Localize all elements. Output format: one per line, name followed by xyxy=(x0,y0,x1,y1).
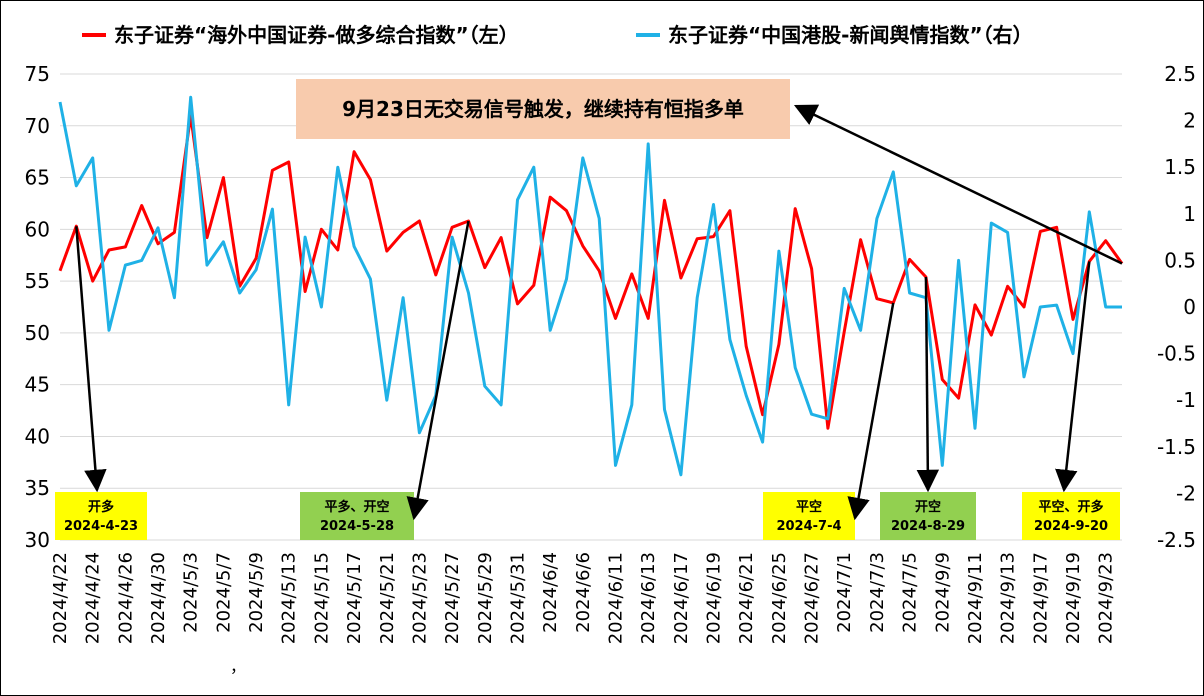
x-axis-tick-label: 2024/5/3 xyxy=(181,552,202,633)
left-axis-tick-label: 50 xyxy=(25,321,50,345)
right-axis-tick-label: 0.5 xyxy=(1164,248,1196,272)
x-axis-tick-label: 2024/9/17 xyxy=(1030,552,1051,644)
x-axis-tick-label: 2024/5/15 xyxy=(311,552,332,644)
right-axis-tick-label: 1.5 xyxy=(1164,155,1196,179)
signal-date: 2024-7-4 xyxy=(776,519,841,534)
right-axis-ticks: -2.5 -2 -1.5 -1 -0.5 0 0.5 1 1.5 2 2.5 xyxy=(1157,62,1196,552)
x-axis-tick-label: 2024/7/3 xyxy=(867,552,888,633)
x-axis-tick-label: 2024/6/11 xyxy=(606,552,627,644)
x-axis-tick-label: 2024/5/27 xyxy=(442,552,463,644)
signal-arrow xyxy=(75,226,107,493)
x-axis-tick-label: 2024/9/23 xyxy=(1096,552,1117,644)
left-axis-tick-label: 45 xyxy=(25,373,50,397)
callout-box xyxy=(296,79,790,139)
x-axis-tick-label: 2024/5/23 xyxy=(409,552,430,644)
signal-action: 平空、开多 xyxy=(1038,499,1103,515)
right-axis-tick-label: 0 xyxy=(1183,295,1196,319)
x-axis-tick-label: 2024/7/5 xyxy=(900,552,921,633)
x-axis-tick-label: 2024/5/31 xyxy=(507,552,528,644)
signal-date: 2024-9-20 xyxy=(1034,519,1108,534)
series-lines xyxy=(58,95,1124,477)
annotations: 9月23日无交易信号触发，继续持有恒指多单 xyxy=(296,79,790,139)
x-axis-tick-label: 2024/9/11 xyxy=(965,552,986,644)
signal-date: 2024-5-28 xyxy=(320,519,394,534)
legend-label-blue: 东子证券“中国港股-新闻舆情指数”（右） xyxy=(668,23,1033,47)
x-axis-tick-label: 2024/6/19 xyxy=(704,552,725,644)
x-axis-tick-label: 2024/4/24 xyxy=(83,552,104,644)
callout-text: 9月23日无交易信号触发，继续持有恒指多单 xyxy=(342,97,744,121)
left-axis-tick-label: 65 xyxy=(25,166,50,190)
x-axis-tick-label: 2024/9/13 xyxy=(998,552,1019,644)
right-axis-tick-label: 2 xyxy=(1183,109,1196,133)
x-axis-tick-label: 2024/5/7 xyxy=(213,552,234,633)
signal-arrows xyxy=(75,104,1123,521)
stray-mark: ， xyxy=(230,657,246,676)
signal-box xyxy=(1022,492,1120,540)
signal-box xyxy=(763,492,855,540)
right-axis-tick-label: -2 xyxy=(1176,481,1196,505)
legend-label-red: 东子证券“海外中国证券-做多综合指数”（左） xyxy=(114,23,519,47)
right-axis-tick-label: 2.5 xyxy=(1164,62,1196,86)
signal-box xyxy=(300,492,414,540)
x-axis-tick-label: 2024/6/17 xyxy=(671,552,692,644)
signal-box xyxy=(55,492,147,540)
left-axis-tick-label: 70 xyxy=(25,114,50,138)
x-axis-tick-label: 2024/9/9 xyxy=(932,552,953,633)
x-axis-tick-label: 2024/4/30 xyxy=(148,552,169,644)
right-axis-tick-label: -1 xyxy=(1176,388,1196,412)
x-axis-tick-label: 2024/7/1 xyxy=(834,552,855,633)
signal-date: 2024-8-29 xyxy=(891,519,965,534)
signal-arrow xyxy=(406,220,470,521)
x-axis-tick-label: 2024/4/22 xyxy=(50,552,71,644)
signal-arrow xyxy=(1055,261,1091,493)
x-axis-tick-label: 2024/6/21 xyxy=(736,552,757,644)
signal-arrow xyxy=(916,276,940,493)
x-axis-tick-label: 2024/6/25 xyxy=(769,552,790,644)
x-axis-tick-label: 2024/6/6 xyxy=(573,552,594,633)
signal-action: 平多、开空 xyxy=(324,499,389,515)
left-axis-tick-label: 40 xyxy=(25,424,50,448)
left-axis-tick-label: 35 xyxy=(25,476,50,500)
signal-box xyxy=(880,492,976,540)
right-axis-tick-label: -0.5 xyxy=(1157,342,1196,366)
signal-boxes: 开多 2024-4-23 平多、开空 2024-5-28 平空 2024-7-4 开空 202… xyxy=(55,492,1120,540)
signal-action: 平空 xyxy=(796,499,822,515)
x-axis-tick-label: 2024/6/27 xyxy=(802,552,823,644)
x-axis-tick-label: 2024/5/17 xyxy=(344,552,365,644)
x-axis-ticks: 2024/4/22 2024/4/24 2024/4/26 2024/4/30 2024… xyxy=(50,552,1117,644)
series-line-blue xyxy=(58,95,1122,477)
signal-action: 开空 xyxy=(915,499,941,515)
left-axis-tick-label: 60 xyxy=(25,217,50,241)
left-axis-ticks: 30 35 40 45 50 55 60 65 70 75 xyxy=(25,62,50,552)
x-axis-tick-label: 2024/4/26 xyxy=(115,552,136,644)
x-axis-tick-label: 2024/9/19 xyxy=(1063,552,1084,644)
left-axis-tick-label: 30 xyxy=(25,528,50,552)
x-axis-tick-label: 2024/6/13 xyxy=(638,552,659,644)
x-axis-tick-label: 2024/6/4 xyxy=(540,552,561,633)
right-axis-tick-label: 1 xyxy=(1183,202,1196,226)
callout-arrow xyxy=(793,104,1123,265)
signal-arrow xyxy=(847,302,895,521)
legend: 东子证券“海外中国证券-做多综合指数”（左） 东子证券“中国港股-新闻舆情指数”… xyxy=(82,23,1033,47)
right-axis-tick-label: -2.5 xyxy=(1157,528,1196,552)
x-axis-tick-label: 2024/5/13 xyxy=(279,552,300,644)
x-axis-tick-label: 2024/5/21 xyxy=(377,552,398,644)
left-axis-tick-label: 55 xyxy=(25,269,50,293)
signal-date: 2024-4-23 xyxy=(64,519,138,534)
right-axis-tick-label: -1.5 xyxy=(1157,435,1196,459)
x-axis-tick-label: 2024/5/9 xyxy=(246,552,267,633)
x-axis-tick-label: 2024/5/29 xyxy=(475,552,496,644)
series-line-red xyxy=(58,113,1124,430)
left-axis-tick-label: 75 xyxy=(25,62,50,86)
signal-action: 开多 xyxy=(88,499,114,515)
